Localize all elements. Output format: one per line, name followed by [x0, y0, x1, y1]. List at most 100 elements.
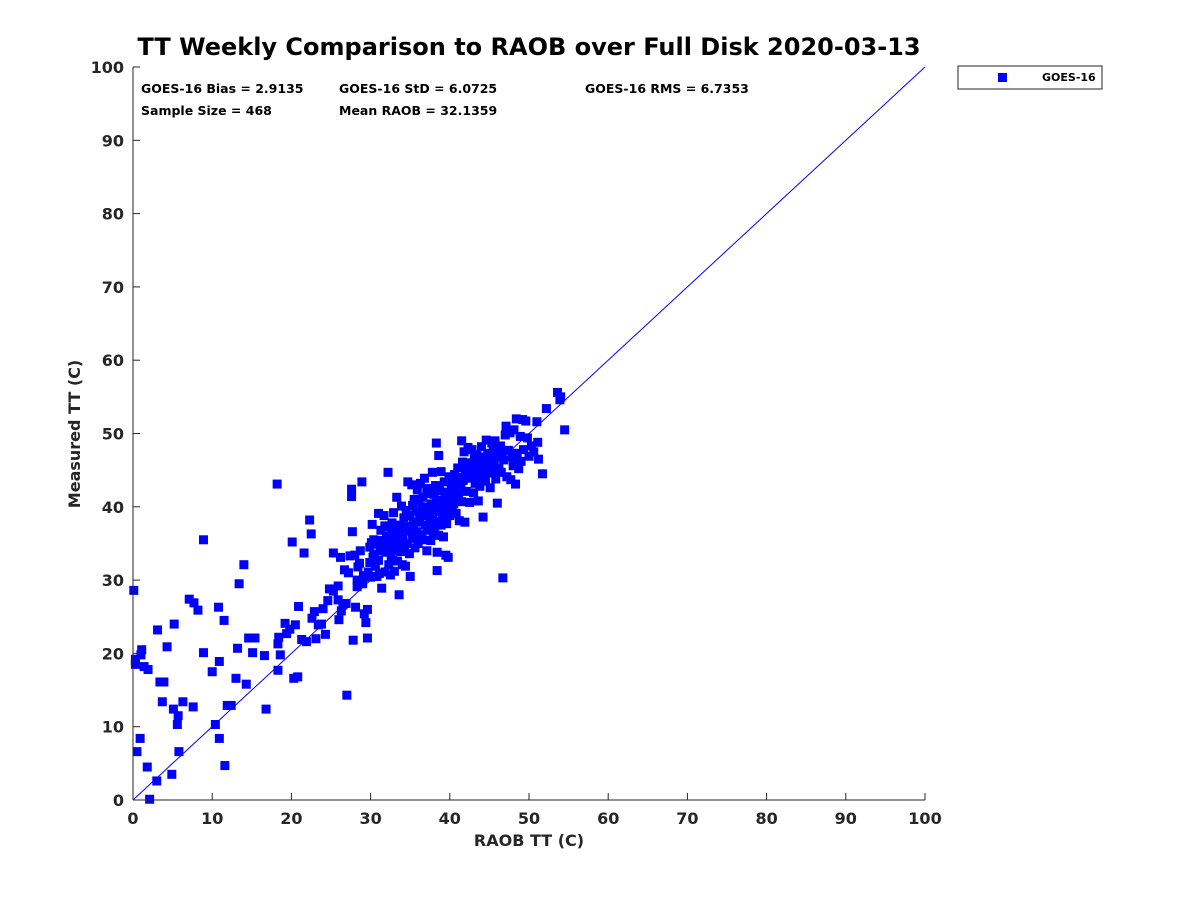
- data-point: [497, 447, 507, 457]
- data-point: [412, 485, 422, 495]
- data-point: [506, 475, 516, 485]
- data-point: [336, 552, 346, 562]
- data-point: [488, 446, 498, 456]
- x-tick-label: 40: [439, 809, 461, 828]
- chart-title: TT Weekly Comparison to RAOB over Full D…: [137, 33, 920, 61]
- data-point: [210, 720, 220, 730]
- data-point: [431, 481, 441, 491]
- data-point: [476, 460, 486, 470]
- data-point: [537, 469, 547, 479]
- legend: GOES-16: [957, 65, 1103, 90]
- data-point: [333, 595, 343, 605]
- y-tick-label: 80: [102, 205, 124, 224]
- data-point: [412, 527, 422, 537]
- data-point: [427, 499, 437, 509]
- data-point: [311, 634, 321, 644]
- data-point: [305, 515, 315, 525]
- data-point: [451, 508, 461, 518]
- data-point: [316, 619, 326, 629]
- data-point: [396, 547, 406, 557]
- data-point: [473, 496, 483, 506]
- data-point: [432, 547, 442, 557]
- data-point: [436, 520, 446, 530]
- data-point: [219, 615, 229, 625]
- data-point: [404, 549, 414, 559]
- data-point: [478, 512, 488, 522]
- data-point: [469, 488, 479, 498]
- data-point: [239, 560, 249, 570]
- data-point: [468, 472, 478, 482]
- data-point: [409, 494, 419, 504]
- data-point: [207, 667, 217, 677]
- data-point: [415, 478, 425, 488]
- data-point: [431, 438, 441, 448]
- data-point: [189, 598, 199, 608]
- data-point: [309, 607, 319, 617]
- data-point: [413, 538, 423, 548]
- data-point: [184, 594, 194, 604]
- data-point: [475, 481, 485, 491]
- data-point: [348, 635, 358, 645]
- data-point: [541, 404, 551, 414]
- data-point: [380, 567, 390, 577]
- data-point: [495, 441, 505, 451]
- data-point: [476, 442, 486, 452]
- data-point: [529, 447, 539, 457]
- data-point: [345, 551, 355, 561]
- data-point: [250, 633, 260, 643]
- data-point: [499, 455, 509, 465]
- data-point: [532, 417, 542, 427]
- data-point: [496, 467, 506, 477]
- x-tick-label: 70: [676, 809, 698, 828]
- data-point: [516, 456, 526, 466]
- data-point: [392, 492, 402, 502]
- data-point: [129, 585, 139, 595]
- data-point: [473, 470, 483, 480]
- data-point: [439, 477, 449, 487]
- data-point: [507, 452, 517, 462]
- x-tick-label: 80: [755, 809, 777, 828]
- x-tick-label: 10: [201, 809, 223, 828]
- data-point: [444, 472, 454, 482]
- data-point: [491, 474, 501, 484]
- legend-box: [957, 65, 1103, 90]
- data-point: [460, 517, 470, 527]
- data-point: [370, 561, 380, 571]
- data-point: [419, 473, 429, 483]
- legend-marker-icon: [998, 73, 1007, 82]
- data-point: [498, 573, 508, 583]
- data-point: [388, 533, 398, 543]
- data-point: [521, 416, 531, 426]
- data-point: [347, 527, 357, 537]
- x-tick-label: 100: [908, 809, 941, 828]
- data-point: [429, 507, 439, 517]
- data-point: [352, 582, 362, 592]
- data-point: [393, 556, 403, 566]
- data-point: [373, 536, 383, 546]
- data-point: [405, 571, 415, 581]
- data-point: [456, 483, 466, 493]
- data-point: [526, 441, 536, 451]
- data-point: [492, 451, 502, 461]
- data-point: [162, 642, 172, 652]
- data-point: [362, 633, 372, 643]
- data-point: [143, 665, 153, 675]
- data-point: [418, 535, 428, 545]
- data-point: [214, 656, 224, 666]
- data-point: [273, 665, 283, 675]
- x-tick-label: 30: [359, 809, 381, 828]
- data-point: [280, 618, 290, 628]
- data-point: [381, 531, 391, 541]
- data-point: [419, 511, 429, 521]
- data-point: [167, 769, 177, 779]
- data-point: [381, 547, 391, 557]
- data-point: [389, 566, 399, 576]
- data-point: [430, 524, 440, 534]
- data-point: [454, 516, 464, 526]
- data-point: [405, 511, 415, 521]
- data-point: [501, 421, 511, 431]
- data-point: [485, 483, 495, 493]
- data-point: [377, 583, 387, 593]
- data-point: [458, 475, 468, 485]
